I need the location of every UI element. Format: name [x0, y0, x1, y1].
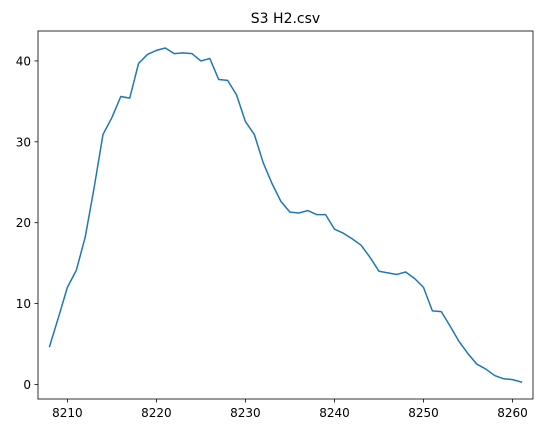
- x-tick-label: 8230: [230, 406, 261, 420]
- y-tick-label: 0: [23, 378, 31, 392]
- y-tick-label: 20: [16, 216, 31, 230]
- y-axis: 0 10 20 30 40: [16, 54, 38, 392]
- x-tick-label: 8260: [497, 406, 528, 420]
- chart-title: S3 H2.csv: [251, 11, 320, 27]
- y-tick-label: 40: [16, 54, 31, 68]
- x-tick-label: 8240: [319, 406, 350, 420]
- y-tick-label: 10: [16, 297, 31, 311]
- x-tick-label: 8250: [408, 406, 439, 420]
- x-axis: 8210 8220 8230 8240 8250 8260: [52, 399, 528, 420]
- series-layer: [48, 47, 523, 383]
- series-line: [48, 47, 523, 383]
- plot-area: [37, 30, 534, 400]
- y-tick-label: 30: [16, 135, 31, 149]
- x-tick-label: 8210: [52, 406, 83, 420]
- x-tick-label: 8220: [141, 406, 172, 420]
